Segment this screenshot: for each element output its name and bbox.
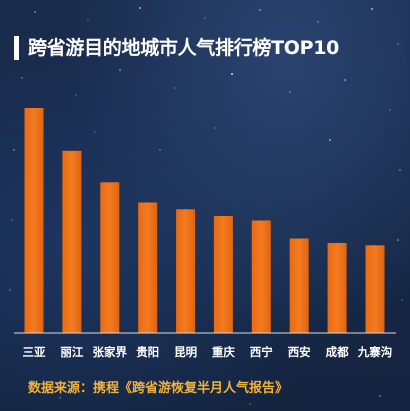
x-tick-label: 三亚: [22, 345, 46, 359]
x-tick-label: 成都: [325, 345, 349, 359]
bar-成都: [327, 243, 347, 333]
x-tick-label: 昆明: [174, 345, 198, 359]
bar-西安: [289, 238, 309, 333]
bar-昆明: [176, 209, 196, 334]
x-tick-label: 西宁: [249, 345, 273, 359]
chart-title: 跨省游目的地城市人气排行榜TOP10: [28, 37, 340, 59]
x-tick-label: 九寨沟: [357, 345, 393, 359]
x-tick-label: 贵阳: [136, 345, 160, 359]
bar-丽江: [62, 150, 82, 334]
x-tick-label: 西安: [287, 345, 311, 359]
bar-重庆: [213, 216, 233, 333]
bar-张家界: [100, 182, 120, 334]
x-tick-label: 丽江: [60, 345, 84, 359]
x-tick-label: 重庆: [211, 345, 235, 359]
bar-九寨沟: [365, 245, 385, 334]
x-tick-label: 张家界: [92, 345, 128, 359]
bar-三亚: [24, 108, 44, 333]
title-accent-bar: [14, 36, 19, 60]
bar-西宁: [251, 220, 271, 333]
data-source-note: 数据来源：携程《跨省游恢复半月人气报告》: [28, 381, 289, 396]
bar-贵阳: [138, 202, 158, 333]
